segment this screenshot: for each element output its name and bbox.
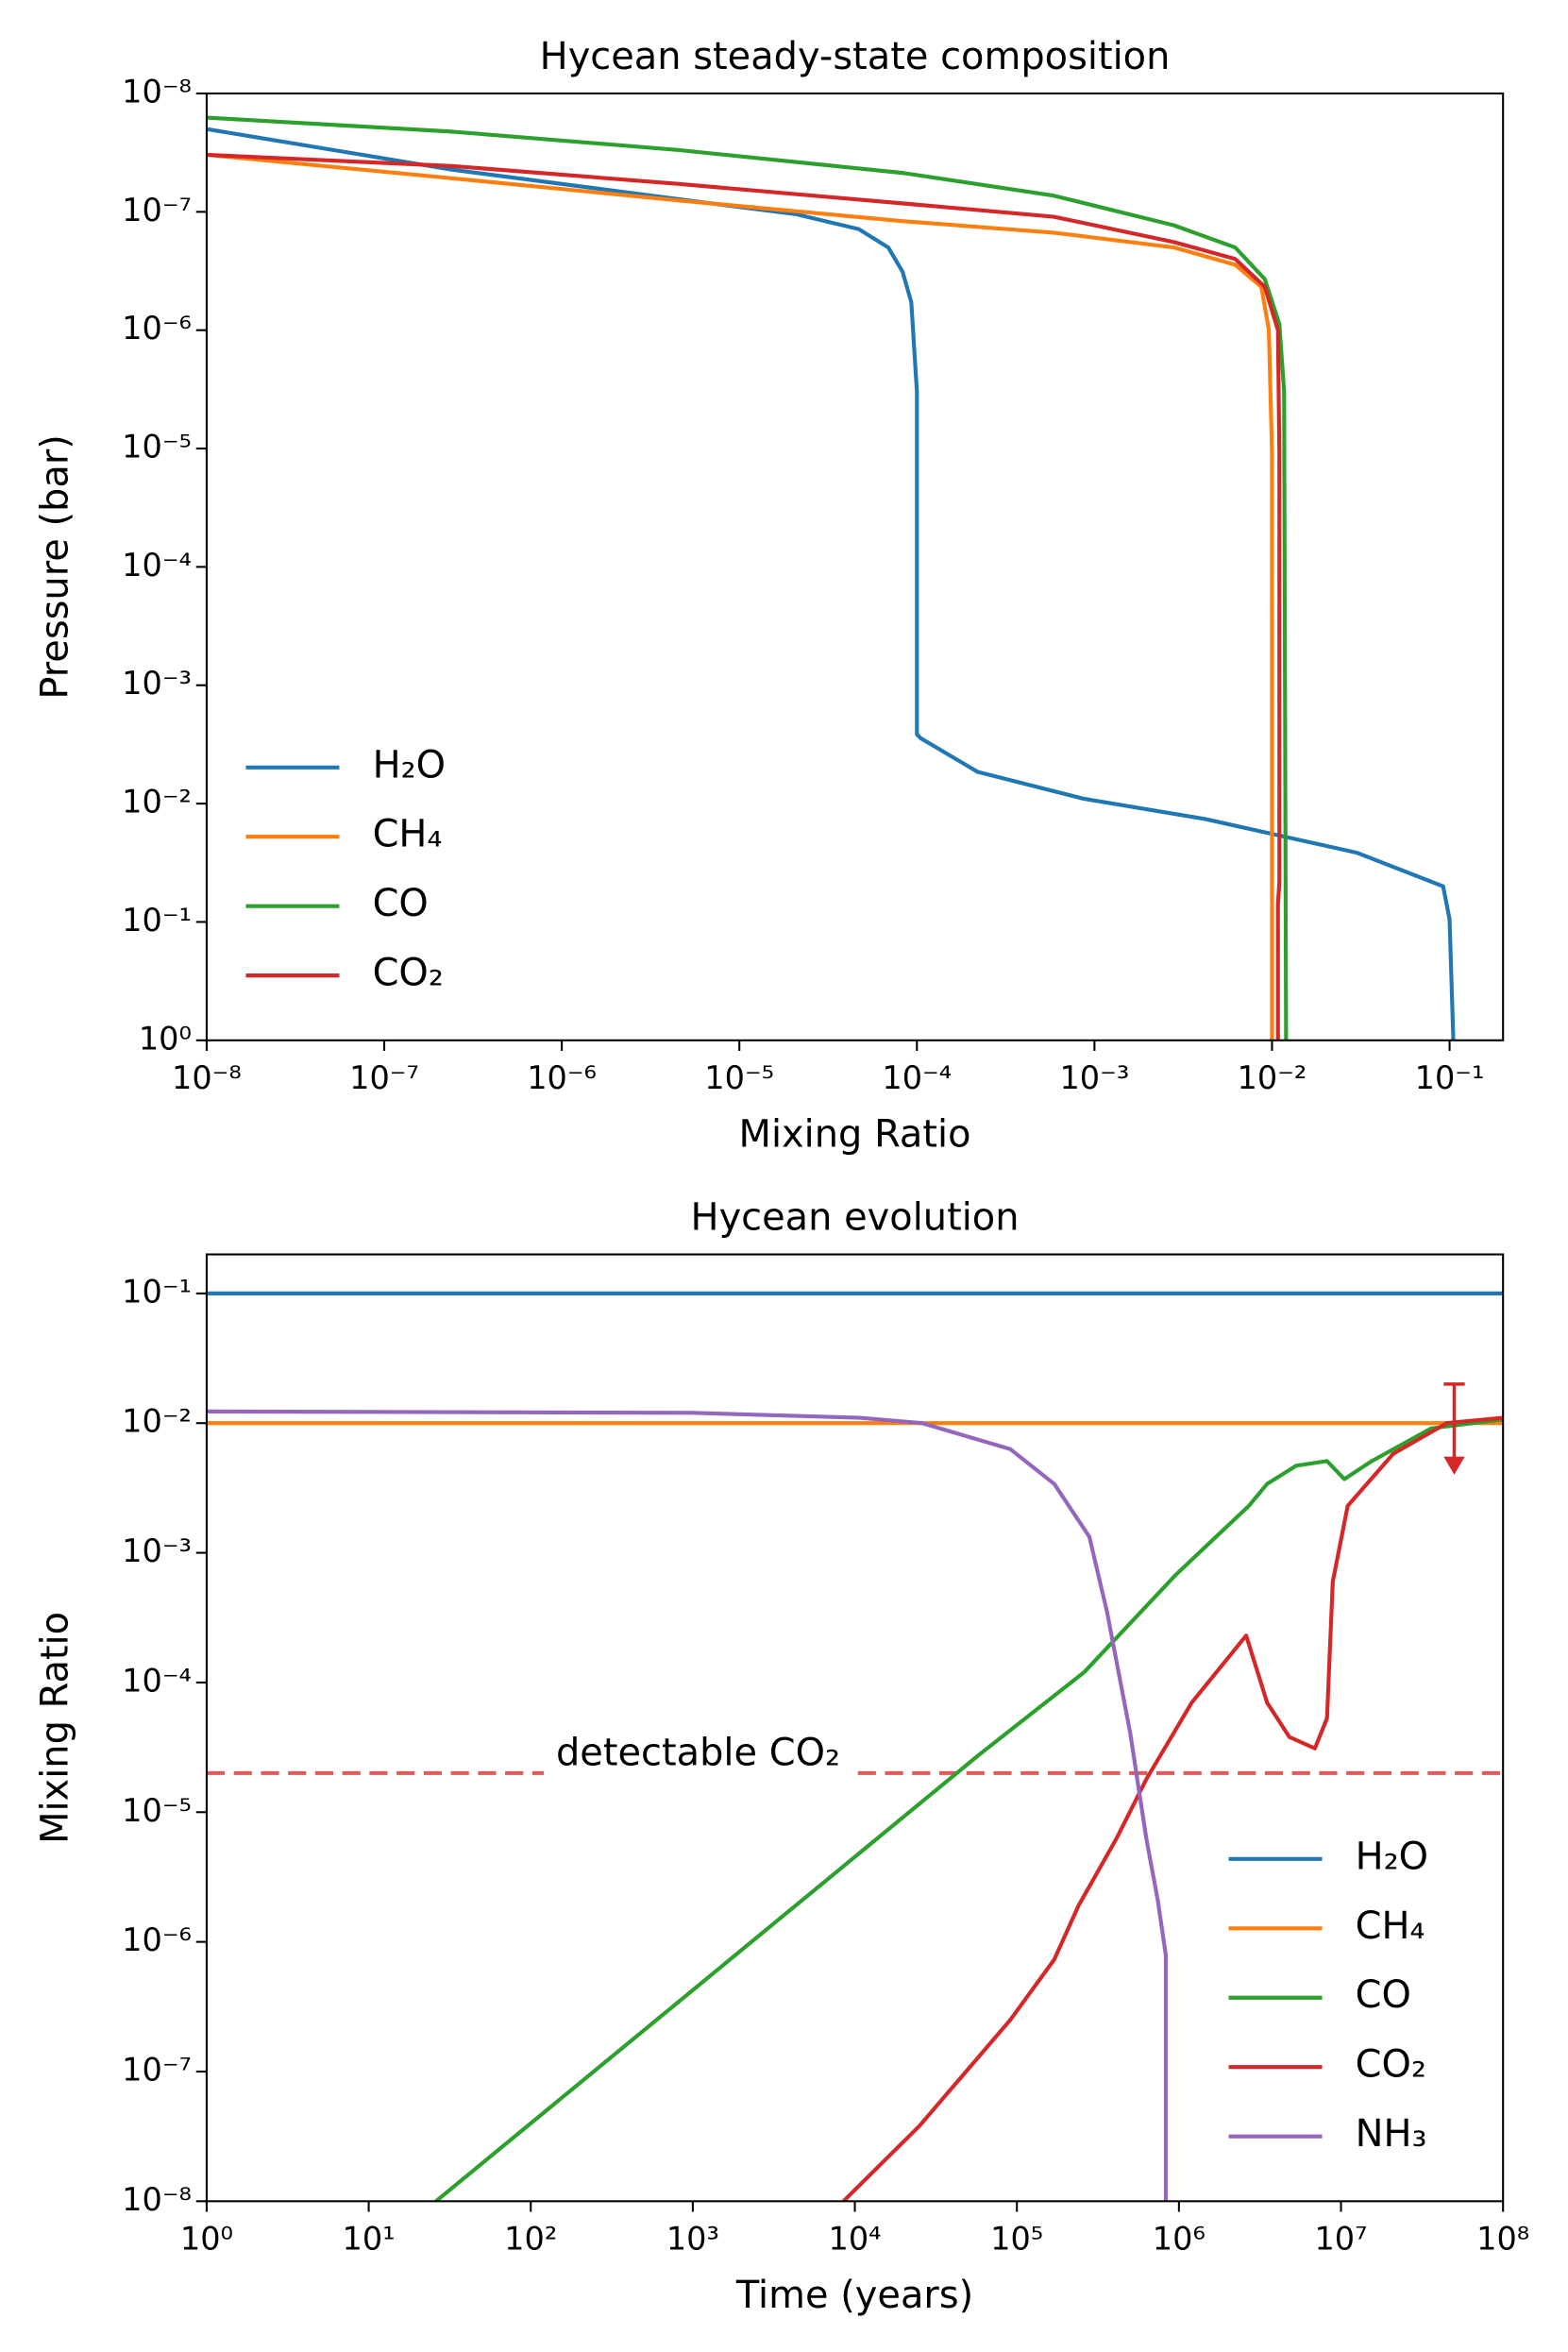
reference-label-bg bbox=[544, 1767, 852, 1780]
y-tick-label: 10⁻⁷ bbox=[122, 2051, 192, 2088]
legend-label: CO bbox=[373, 882, 429, 925]
x-tick-label: 10¹ bbox=[343, 2220, 396, 2257]
series-line bbox=[206, 127, 1456, 1041]
y-tick-label: 10⁻⁶ bbox=[122, 1921, 192, 1958]
y-tick-label: 10⁻⁸ bbox=[122, 74, 192, 110]
y-tick-label: 10⁻⁵ bbox=[122, 1792, 192, 1829]
legend-label: CH₄ bbox=[373, 813, 443, 856]
plot-frame bbox=[205, 1253, 1505, 2203]
legend-label: CO₂ bbox=[1356, 2043, 1426, 2087]
series-line bbox=[206, 115, 1289, 1041]
plot-frame bbox=[205, 92, 1505, 1041]
x-tick-label: 10⁻⁸ bbox=[172, 1059, 242, 1096]
y-tick-label: 10⁻³ bbox=[122, 665, 192, 702]
series-line bbox=[841, 1415, 1504, 2202]
series-line bbox=[206, 152, 1282, 1041]
chart-title: Hycean evolution bbox=[691, 1195, 1020, 1239]
legend-label: CH₄ bbox=[1356, 1904, 1425, 1948]
series-line bbox=[206, 1409, 1169, 2202]
x-tick-label: 10⁶ bbox=[1153, 2220, 1206, 2257]
chart-title: Hycean steady-state composition bbox=[540, 35, 1171, 78]
x-tick-label: 10⁵ bbox=[990, 2220, 1043, 2257]
x-tick-label: 10⁴ bbox=[829, 2220, 882, 2257]
x-tick-label: 10⁻³ bbox=[1059, 1059, 1129, 1096]
x-tick-label: 10⁻⁴ bbox=[882, 1059, 952, 1096]
y-axis-label: Pressure (bar) bbox=[33, 434, 76, 699]
chart: Hycean evolution Time (years) Mixing Ratio… bbox=[33, 1195, 1529, 2317]
x-tick-label: 10⁻⁶ bbox=[527, 1059, 597, 1096]
x-tick-label: 10⁻² bbox=[1238, 1059, 1307, 1096]
y-tick-label: 10⁻⁴ bbox=[122, 1662, 192, 1699]
y-tick-label: 10⁻¹ bbox=[122, 1273, 192, 1310]
y-tick-label: 10⁻⁶ bbox=[122, 310, 192, 347]
legend-label: NH₃ bbox=[1356, 2112, 1427, 2156]
y-axis-label: Mixing Ratio bbox=[33, 1612, 76, 1844]
y-tick-label: 10⁻⁴ bbox=[122, 547, 192, 584]
y-tick-label: 10⁻¹ bbox=[122, 902, 192, 939]
x-tick-label: 10² bbox=[504, 2220, 557, 2257]
x-tick-label: 10⁻⁵ bbox=[704, 1059, 774, 1096]
x-tick-label: 10⁰ bbox=[180, 2220, 233, 2257]
x-tick-label: 10³ bbox=[666, 2220, 719, 2257]
y-tick-label: 10⁻² bbox=[122, 1403, 192, 1440]
legend-label: H₂O bbox=[373, 743, 446, 787]
legend-label: H₂O bbox=[1356, 1835, 1428, 1878]
y-tick-label: 10⁻⁷ bbox=[122, 192, 192, 228]
y-tick-label: 10⁻³ bbox=[122, 1532, 192, 1569]
upper-limit-arrow bbox=[1443, 1456, 1465, 1475]
x-axis-label: Time (years) bbox=[735, 2274, 973, 2317]
y-tick-label: 10⁻⁵ bbox=[122, 429, 192, 465]
reference-label: detectable CO₂ bbox=[556, 1731, 840, 1774]
y-tick-label: 10⁰ bbox=[139, 1020, 192, 1057]
series-line bbox=[206, 152, 1274, 1041]
y-tick-label: 10⁻² bbox=[122, 784, 192, 821]
x-tick-label: 10⁻¹ bbox=[1415, 1059, 1485, 1096]
x-tick-label: 10⁷ bbox=[1314, 2220, 1367, 2257]
legend-label: CO bbox=[1356, 1973, 1411, 2017]
y-tick-label: 10⁻⁸ bbox=[122, 2181, 192, 2218]
x-tick-label: 10⁻⁷ bbox=[349, 1059, 419, 1096]
chart: Hycean steady-state composition Mixing Ra… bbox=[33, 35, 1505, 1156]
x-axis-label: Mixing Ratio bbox=[739, 1112, 971, 1156]
series-line bbox=[434, 1417, 1504, 2202]
legend-label: CO₂ bbox=[373, 952, 444, 995]
x-tick-label: 10⁸ bbox=[1476, 2220, 1529, 2257]
